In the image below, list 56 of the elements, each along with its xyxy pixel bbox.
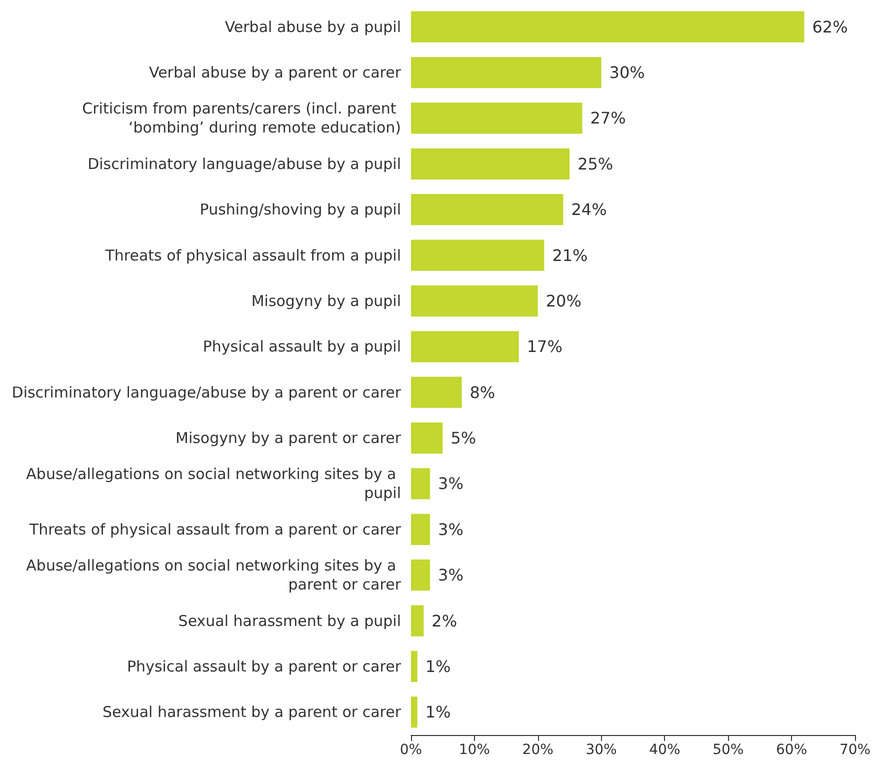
- y-tick-label: Physical assault by a pupil: [202, 338, 401, 356]
- data-label: 17%: [526, 337, 562, 356]
- y-tick-label: Sexual harassment by a parent or carer: [102, 703, 402, 722]
- y-tick-label: Abuse/allegations on social networking sites by a pupil: [26, 465, 401, 502]
- data-label: 20%: [546, 291, 582, 310]
- x-tick-label: 10%: [458, 742, 490, 758]
- bar: [411, 285, 538, 317]
- y-tick-label: Verbal abuse by a pupil: [224, 18, 401, 36]
- bar: [411, 11, 804, 42]
- bar: [411, 102, 582, 134]
- data-label: 3%: [438, 474, 464, 494]
- y-tick-label: Abuse/allegations on social networking sites by a parent or carer: [26, 556, 402, 594]
- x-tick-label: 20%: [522, 742, 554, 758]
- data-label: 24%: [571, 200, 607, 220]
- bar: [411, 422, 443, 454]
- y-tick-label: Verbal abuse by a parent or carer: [148, 64, 402, 82]
- bar: [411, 240, 544, 271]
- y-tick-label: Discriminatory language/abuse by a pupil: [88, 154, 401, 173]
- x-tick-label: 40%: [649, 742, 680, 758]
- bar: [411, 194, 564, 226]
- bar: [411, 650, 418, 682]
- x-tick-label: 60%: [776, 742, 808, 758]
- y-tick-label: Criticism from parents/carers (incl. parent ‘bombing’ during remote education): [82, 100, 401, 137]
- y-tick-label: Discriminatory language/abuse by a parent or carer: [12, 383, 402, 402]
- y-tick-label: Sexual harassment by a pupil: [178, 612, 401, 630]
- data-label: 62%: [812, 17, 848, 36]
- y-tick-label: Misogyny by a parent or carer: [176, 429, 402, 448]
- bar: [411, 514, 430, 545]
- y-tick-label: Threats of physical assault from a parent or carer: [28, 520, 402, 538]
- bar: [411, 605, 424, 636]
- x-tick-label: 70%: [839, 742, 871, 758]
- data-label: 27%: [590, 108, 626, 128]
- x-tick-label: 0%: [400, 742, 422, 758]
- x-tick-label: 30%: [586, 742, 617, 758]
- y-tick-label: Threats of physical assault from a pupil: [104, 246, 401, 264]
- bar: [411, 696, 418, 728]
- data-label: 2%: [432, 611, 458, 630]
- bar: [411, 148, 570, 180]
- data-label: 21%: [552, 246, 588, 265]
- bar: [411, 468, 430, 500]
- y-tick-label: Pushing/shoving by a pupil: [200, 200, 401, 219]
- x-tick-label: 50%: [712, 742, 744, 758]
- y-tick-label: Misogyny by a pupil: [251, 292, 401, 310]
- data-label: 30%: [609, 63, 645, 82]
- data-label: 5%: [450, 428, 476, 448]
- bar: [411, 560, 430, 591]
- data-label: 1%: [425, 656, 451, 676]
- bar: [411, 376, 462, 408]
- bar: [411, 331, 519, 362]
- y-tick-label: Physical assault by a parent or carer: [127, 657, 402, 676]
- data-label: 3%: [438, 566, 464, 585]
- bar: [411, 57, 602, 88]
- data-label: 8%: [470, 382, 496, 402]
- data-label: 1%: [425, 702, 451, 722]
- data-label: 3%: [438, 520, 464, 539]
- data-label: 25%: [578, 154, 614, 174]
